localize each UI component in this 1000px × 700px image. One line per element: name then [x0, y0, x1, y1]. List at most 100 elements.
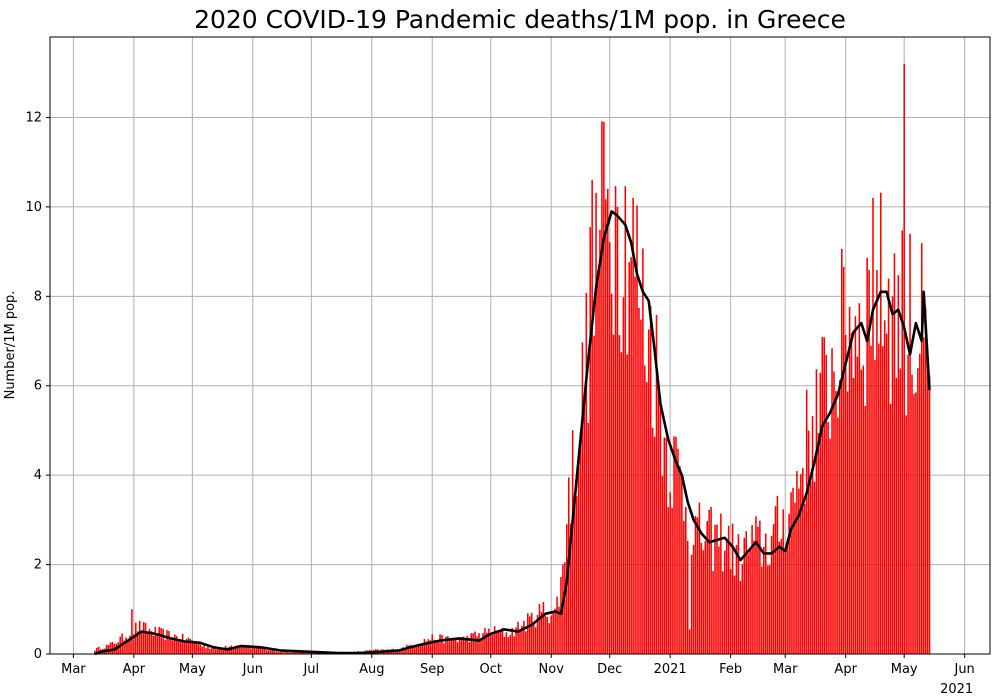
daily-bar [517, 621, 519, 654]
daily-bar [291, 652, 293, 654]
daily-bar [608, 242, 611, 654]
daily-bar [548, 623, 551, 654]
daily-bar [766, 565, 769, 654]
x-tick-label: Mar [773, 662, 798, 677]
daily-bar [253, 646, 256, 654]
y-tick-label: 0 [34, 647, 42, 662]
daily-bar [922, 337, 925, 654]
daily-bar [839, 380, 841, 654]
daily-bar [294, 651, 297, 654]
daily-bar [205, 648, 207, 654]
daily-bar [739, 580, 742, 654]
daily-bar [612, 334, 615, 654]
daily-bar [488, 628, 490, 654]
daily-bar [179, 640, 182, 654]
daily-bar [901, 230, 904, 654]
daily-bar [271, 649, 274, 654]
daily-bar [920, 243, 923, 654]
daily-bar [183, 640, 186, 654]
daily-bar [852, 378, 855, 654]
daily-bar [872, 197, 874, 654]
daily-bar [441, 635, 443, 654]
daily-bar [778, 541, 781, 654]
daily-bar [597, 269, 599, 654]
daily-bar [911, 374, 913, 654]
daily-bar [187, 637, 190, 654]
daily-bar [677, 448, 679, 654]
daily-bar [447, 636, 449, 654]
daily-bar [156, 634, 159, 654]
daily-bar [757, 526, 759, 654]
daily-bar [665, 438, 668, 654]
daily-bar [762, 546, 765, 654]
daily-bar [825, 354, 827, 654]
daily-bar [928, 375, 931, 654]
daily-bar [821, 337, 824, 654]
daily-bar [427, 639, 430, 654]
daily-bar [209, 648, 211, 654]
daily-bar [823, 337, 826, 654]
daily-bar [470, 633, 473, 654]
daily-bar [140, 631, 143, 654]
daily-bar [195, 641, 198, 654]
daily-bar [478, 633, 480, 654]
daily-bar [891, 296, 894, 654]
daily-bar [827, 422, 829, 654]
daily-bar [881, 346, 884, 654]
daily-bar [544, 615, 547, 654]
daily-bar [815, 369, 818, 654]
daily-bar [431, 634, 434, 654]
daily-bar [528, 616, 531, 654]
daily-bar [458, 639, 461, 654]
daily-bar [618, 335, 621, 654]
daily-bar [495, 630, 498, 654]
daily-bar [468, 642, 471, 654]
daily-bar [571, 430, 574, 654]
daily-bar [653, 436, 656, 654]
daily-bar [786, 540, 788, 654]
daily-bar [751, 525, 753, 654]
daily-bar [472, 633, 474, 654]
daily-bar [661, 476, 664, 654]
daily-bar [573, 493, 576, 654]
daily-bar [761, 566, 763, 654]
daily-bar [587, 422, 590, 654]
daily-bar [638, 307, 640, 654]
daily-bar [540, 612, 543, 654]
daily-bar [556, 596, 558, 654]
daily-bar [298, 651, 301, 654]
daily-bar [236, 645, 238, 654]
daily-bar [926, 348, 929, 654]
daily-bar [135, 622, 137, 654]
daily-bar [603, 121, 605, 654]
daily-bar [193, 642, 196, 654]
daily-bar [499, 629, 502, 654]
daily-bar [560, 576, 562, 654]
daily-bar [511, 628, 513, 654]
x-tick-label: Oct [480, 662, 502, 677]
daily-bar [396, 650, 398, 654]
daily-bar [905, 415, 907, 654]
daily-bar [708, 509, 710, 654]
daily-bar [622, 297, 625, 654]
daily-bar [614, 186, 617, 654]
daily-bar [263, 648, 266, 654]
x-tick-label: Jun [953, 662, 974, 677]
daily-bar [429, 640, 432, 654]
daily-bar [663, 437, 666, 654]
daily-bar [220, 648, 223, 654]
daily-bar [398, 649, 400, 654]
daily-bar [690, 554, 693, 654]
daily-bar [712, 571, 714, 654]
daily-bar [569, 523, 572, 654]
x-tick-label: Apr [123, 662, 146, 677]
daily-bar [601, 121, 603, 654]
daily-bar [484, 628, 486, 654]
axes: Mar Apr May Jun Jul Aug Sep Oct Nov Dec 2021 Feb Mar… [25, 36, 991, 697]
x-secondary-label: 2021 [940, 682, 973, 697]
daily-bar [696, 517, 699, 654]
daily-bar [716, 524, 718, 654]
daily-bar [415, 644, 418, 654]
daily-bar [127, 639, 129, 654]
daily-bar [774, 506, 777, 654]
